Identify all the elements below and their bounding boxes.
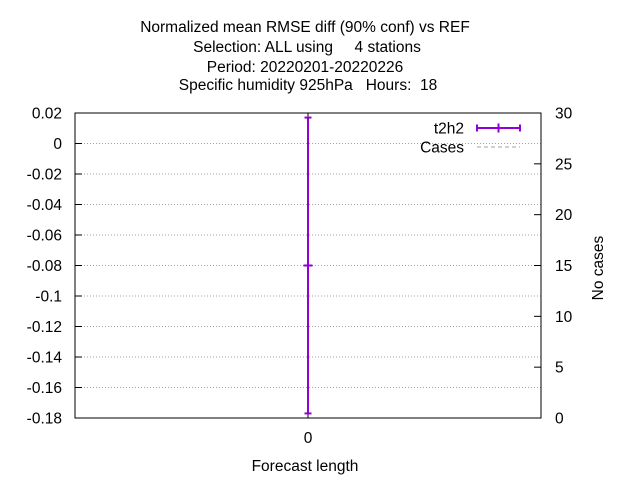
y2-tick-label: 0	[555, 411, 564, 428]
y-tick-label: 0	[53, 136, 62, 153]
y2-tick-label: 5	[555, 360, 564, 377]
legend: t2h2 Cases	[420, 121, 521, 157]
y2-tick-label: 30	[555, 106, 573, 123]
y-tick-label: -0.1	[35, 289, 62, 306]
y-tick-label: -0.04	[27, 197, 63, 214]
y-tick-label: -0.08	[27, 258, 62, 275]
y-tick-label: -0.14	[27, 350, 63, 367]
y-tick-label: -0.18	[27, 411, 62, 428]
legend-label: Cases	[420, 140, 464, 157]
y2-tick-label: 20	[555, 207, 573, 224]
title-line-3: Period: 20220201-20220226	[207, 59, 404, 76]
y-tick-label: -0.06	[27, 228, 62, 245]
y2-tick-label: 10	[555, 309, 573, 326]
x-tick-label: 0	[304, 430, 313, 447]
y-tick-label: -0.12	[27, 319, 62, 336]
y-tick-label: -0.16	[27, 380, 62, 397]
chart-title: Normalized mean RMSE diff (90% conf) vs …	[140, 19, 470, 94]
y2-axis-label: No cases	[590, 235, 607, 300]
title-line-2: Selection: ALL using 4 stations	[193, 39, 421, 56]
y-axis-ticks: 0.02 0 -0.02 -0.04 -0.06 -0.08 -0.1 -0.12 -0.14 -…	[27, 106, 82, 428]
y2-tick-label: 25	[555, 156, 572, 173]
y2-tick-label: 15	[555, 258, 572, 275]
title-line-4: Specific humidity 925hPa Hours: 18	[179, 77, 437, 94]
series-layer	[303, 116, 313, 415]
x-axis-label: Forecast length	[252, 458, 359, 475]
plot-frame	[74, 112, 542, 419]
y-tick-label: -0.02	[27, 167, 62, 184]
y-tick-label: 0.02	[32, 106, 62, 123]
title-line-1: Normalized mean RMSE diff (90% conf) vs …	[140, 19, 470, 36]
y2-axis-ticks: 0 5 10 15 20 25 30	[534, 106, 573, 428]
legend-label: t2h2	[434, 121, 464, 138]
